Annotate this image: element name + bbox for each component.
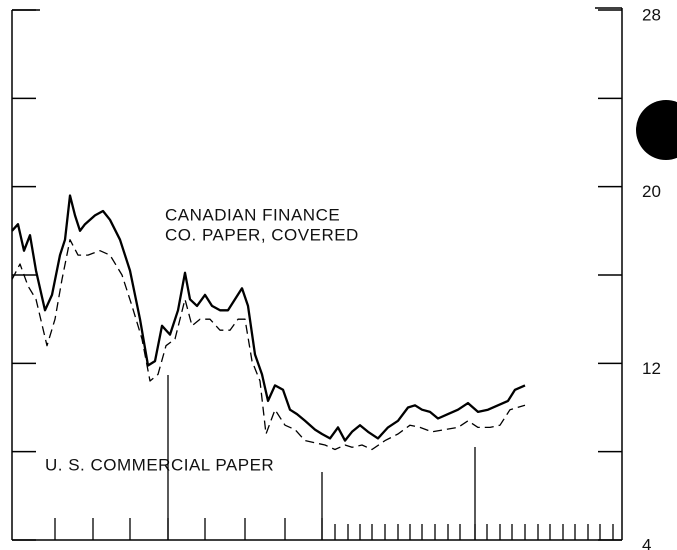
annotation: U. S. COMMERCIAL PAPER <box>45 455 274 474</box>
annotation: CANADIAN FINANCE <box>165 205 340 224</box>
y-tick-label: 4 <box>642 535 651 550</box>
punch-hole <box>636 100 677 160</box>
y-tick-label: 28 <box>642 5 661 24</box>
annotation: CO. PAPER, COVERED <box>165 225 359 244</box>
series-line <box>11 239 526 451</box>
y-tick-label: 12 <box>642 359 661 378</box>
y-tick-label: 20 <box>642 182 661 201</box>
series-line <box>11 194 526 442</box>
